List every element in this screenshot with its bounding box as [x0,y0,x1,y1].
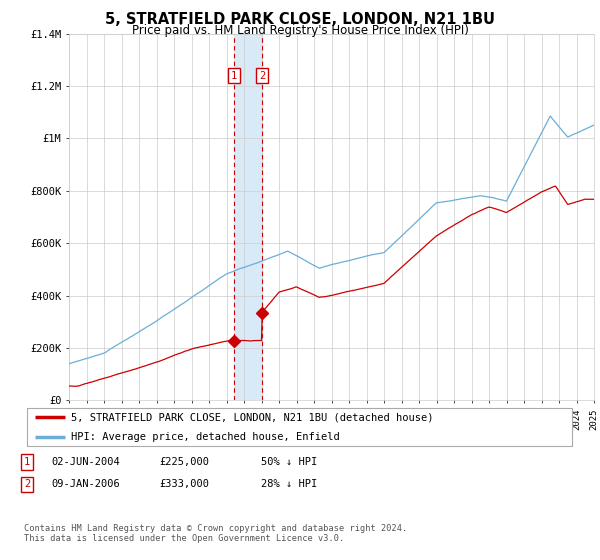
Text: £333,000: £333,000 [159,479,209,489]
Text: 50% ↓ HPI: 50% ↓ HPI [261,457,317,467]
Text: 02-JUN-2004: 02-JUN-2004 [51,457,120,467]
Text: 2: 2 [259,71,265,81]
Text: 5, STRATFIELD PARK CLOSE, LONDON, N21 1BU (detached house): 5, STRATFIELD PARK CLOSE, LONDON, N21 1B… [71,412,433,422]
Text: 5, STRATFIELD PARK CLOSE, LONDON, N21 1BU: 5, STRATFIELD PARK CLOSE, LONDON, N21 1B… [105,12,495,27]
Text: HPI: Average price, detached house, Enfield: HPI: Average price, detached house, Enfi… [71,432,340,442]
Bar [234,34,262,400]
Text: Price paid vs. HM Land Registry's House Price Index (HPI): Price paid vs. HM Land Registry's House … [131,24,469,36]
Text: 28% ↓ HPI: 28% ↓ HPI [261,479,317,489]
Text: 1: 1 [231,71,237,81]
Text: £225,000: £225,000 [159,457,209,467]
Text: 2: 2 [24,479,30,489]
Text: 09-JAN-2006: 09-JAN-2006 [51,479,120,489]
FancyBboxPatch shape [27,408,572,446]
Text: Contains HM Land Registry data © Crown copyright and database right 2024.
This d: Contains HM Land Registry data © Crown c… [24,524,407,543]
Text: 1: 1 [24,457,30,467]
